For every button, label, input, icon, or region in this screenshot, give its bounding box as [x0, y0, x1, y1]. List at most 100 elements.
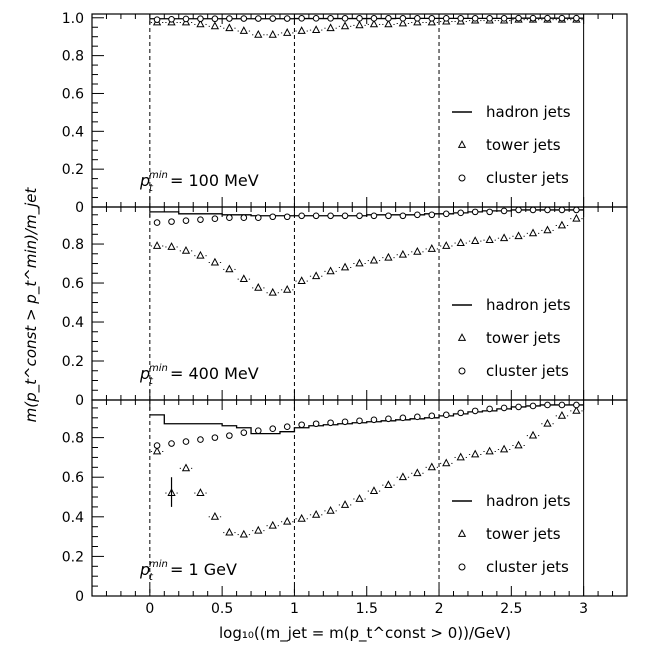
tower-jets-marker — [340, 262, 350, 271]
cluster-jets-marker — [573, 401, 580, 409]
cluster-jets-marker — [327, 15, 334, 22]
cluster-jets-marker — [544, 206, 551, 214]
series-cluster-jets — [153, 401, 580, 449]
tower-jets-marker — [181, 17, 191, 26]
tower-jets-marker — [181, 463, 191, 472]
cluster-jets-marker — [428, 211, 436, 219]
tower-jets-marker — [514, 231, 523, 240]
series-tower-jets — [150, 406, 583, 538]
panel-1: 0 0.2 0.4 0.6 0.8 1.0 hadron jets tower jets clu… — [62, 11, 628, 216]
tower-jets-marker — [398, 472, 408, 481]
cluster-jets-marker — [356, 417, 363, 425]
y-tick-label: 0.2 — [62, 549, 84, 565]
cluster-jets-marker — [168, 15, 175, 23]
y-tick-label: 0.8 — [62, 49, 84, 65]
tower-jets-marker — [225, 527, 234, 536]
legend-circle-icon — [458, 367, 466, 375]
cluster-jets-marker — [529, 14, 537, 22]
cluster-jets-marker — [457, 409, 465, 417]
tower-jets-marker — [297, 276, 306, 284]
annotation-superscript: min — [149, 170, 168, 181]
cluster-jets-marker — [182, 217, 190, 224]
tower-jets-marker — [326, 506, 335, 514]
tower-jets-marker — [427, 17, 436, 26]
cluster-jets-marker — [370, 416, 378, 424]
cluster-jets-marker — [573, 206, 580, 214]
tower-jets-marker — [210, 511, 220, 520]
cluster-jets-marker — [385, 15, 392, 22]
cluster-jets-marker — [442, 411, 450, 419]
x-tick-label: 1.5 — [356, 601, 378, 617]
tower-jets-marker — [543, 225, 552, 234]
y-tick-label: 0.8 — [62, 237, 84, 253]
tower-jets-marker — [442, 458, 451, 467]
y-tick-label: 0.6 — [62, 470, 84, 486]
cluster-jets-marker — [240, 15, 248, 22]
cluster-jets-marker — [442, 210, 450, 218]
panel-annotation: pt min = 1 GeV — [139, 559, 237, 583]
annotation-superscript: min — [149, 363, 168, 374]
tower-jets-marker — [384, 252, 393, 261]
tower-jets-marker — [297, 26, 306, 34]
cluster-jets-marker — [414, 15, 421, 22]
tower-jets-marker — [239, 26, 248, 34]
cluster-jets-marker — [341, 15, 349, 22]
tower-jets-marker — [152, 446, 162, 455]
cluster-jets-marker — [240, 214, 248, 222]
tower-jets-marker — [210, 257, 220, 266]
cluster-jets-marker — [341, 212, 349, 220]
tower-jets-marker — [427, 244, 436, 252]
x-tick-label: 0.5 — [211, 601, 233, 617]
tower-jets-marker — [340, 500, 350, 508]
tower-jets-marker — [557, 410, 567, 419]
tower-jets-marker — [239, 274, 248, 283]
legend-label: hadron jets — [486, 492, 571, 510]
tower-jets-marker — [471, 236, 480, 245]
tower-jets-marker — [369, 486, 379, 494]
cluster-jets-marker — [428, 15, 436, 22]
tower-jets-marker — [254, 525, 263, 534]
tower-jets-marker — [427, 462, 436, 471]
legend-label: hadron jets — [486, 103, 571, 121]
cluster-jets-marker — [529, 402, 537, 410]
tower-jets-marker — [557, 220, 567, 229]
cluster-jets-marker — [269, 425, 277, 433]
tower-jets-marker — [471, 449, 480, 458]
tower-jets-marker — [225, 264, 234, 273]
cluster-jets-marker — [283, 213, 291, 221]
tower-jets-marker — [196, 250, 205, 259]
cluster-jets-marker — [211, 215, 219, 222]
legend: hadron jets tower jets cluster jets — [452, 103, 571, 187]
tower-jets-marker — [326, 266, 335, 275]
series-cluster-jets — [153, 206, 580, 226]
x-tick-label: 0 — [145, 601, 154, 617]
cluster-jets-marker — [153, 442, 161, 449]
cluster-jets-marker — [515, 403, 522, 411]
tower-jets-marker — [355, 258, 364, 267]
cluster-jets-marker — [385, 415, 392, 423]
tower-jets-marker — [572, 213, 581, 222]
cluster-jets-marker — [269, 213, 277, 221]
cluster-jets-marker — [312, 212, 320, 220]
cluster-jets-marker — [298, 15, 305, 22]
legend-label: tower jets — [486, 525, 561, 543]
cluster-jets-marker — [370, 212, 378, 220]
cluster-jets-marker — [226, 15, 233, 22]
legend-label: cluster jets — [486, 169, 569, 187]
tower-jets-marker — [355, 494, 364, 502]
cluster-jets-marker — [544, 401, 551, 409]
y-tick-label: 0.4 — [62, 124, 84, 140]
legend-triangle-icon — [457, 140, 467, 148]
tower-jets-marker — [311, 25, 321, 33]
cluster-jets-marker — [168, 440, 175, 447]
tower-jets-marker — [297, 513, 306, 522]
series-cluster-jets — [153, 14, 580, 23]
cluster-jets-marker — [168, 218, 175, 225]
cluster-jets-marker — [471, 15, 479, 22]
cluster-jets-marker — [327, 212, 334, 220]
tower-jets-marker — [268, 520, 277, 529]
tower-jets-marker — [196, 19, 205, 28]
cluster-jets-marker — [457, 209, 465, 217]
cluster-jets-marker — [197, 15, 204, 23]
